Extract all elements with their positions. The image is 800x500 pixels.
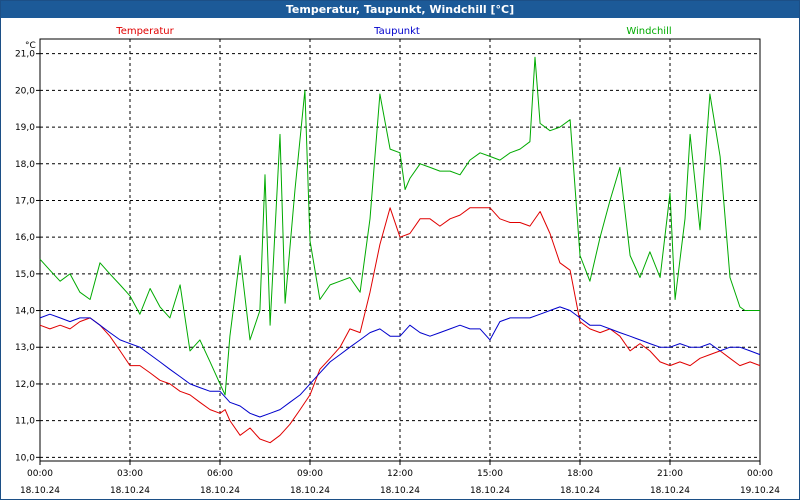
x-tick-time: 00:00 — [747, 469, 773, 479]
legend: Temperatur Taupunkt Windchill — [115, 26, 671, 37]
x-tick-time: 15:00 — [477, 469, 503, 479]
x-tick-date: 18.10.24 — [380, 486, 420, 496]
y-tick-label: 11,0 — [15, 417, 35, 427]
x-tick-time: 12:00 — [387, 469, 413, 479]
chart-title: Temperatur, Taupunkt, Windchill [°C] — [1, 1, 799, 18]
x-tick-time: 09:00 — [297, 469, 323, 479]
y-tick-label: 17,0 — [15, 196, 35, 206]
y-tick-label: 13,0 — [15, 343, 35, 353]
series-line-taupunkt — [39, 306, 761, 418]
x-tick-time: 00:00 — [27, 469, 53, 479]
x-tick-time: 18:00 — [567, 469, 593, 479]
x-tick-time: 03:00 — [117, 469, 143, 479]
x-tick-date: 18.10.24 — [20, 486, 60, 496]
x-tick-date: 18.10.24 — [110, 486, 150, 496]
y-tick-label: 14,0 — [15, 307, 35, 317]
y-tick-label: 12,0 — [15, 380, 35, 390]
x-tick-date: 18.10.24 — [650, 486, 690, 496]
x-axis: 00:00 18.10.24 03:00 18.10.24 06:00 18.10.24 0… — [20, 461, 780, 496]
x-tick-time: 06:00 — [207, 469, 233, 479]
y-tick-label: 20,0 — [15, 86, 35, 96]
x-tick-date: 18.10.24 — [290, 486, 330, 496]
y-tick-label: 15,0 — [15, 270, 35, 280]
series-line-windchill — [39, 56, 760, 396]
y-tick-label: 21,0 — [15, 50, 35, 60]
legend-temperatur: Temperatur — [115, 26, 174, 37]
legend-windchill: Windchill — [626, 26, 671, 37]
y-axis-unit-label: °C — [25, 41, 36, 51]
y-axis: 10,0 11,0 12,0 13,0 14,0 15,0 16,0 17,0 18,0 19,0… — [15, 50, 40, 463]
series-line-temperatur — [39, 207, 761, 444]
x-tick-date: 19.10.24 — [740, 486, 780, 496]
x-tick-date: 18.10.24 — [200, 486, 240, 496]
y-tick-label: 18,0 — [15, 160, 35, 170]
x-tick-date: 18.10.24 — [560, 486, 600, 496]
legend-taupunkt: Taupunkt — [373, 26, 420, 37]
series-lines — [39, 56, 761, 444]
y-tick-label: 10,0 — [15, 453, 35, 463]
y-tick-label: 16,0 — [15, 233, 35, 243]
x-tick-time: 21:00 — [657, 469, 683, 479]
x-tick-date: 18.10.24 — [470, 486, 510, 496]
y-tick-label: 19,0 — [15, 123, 35, 133]
